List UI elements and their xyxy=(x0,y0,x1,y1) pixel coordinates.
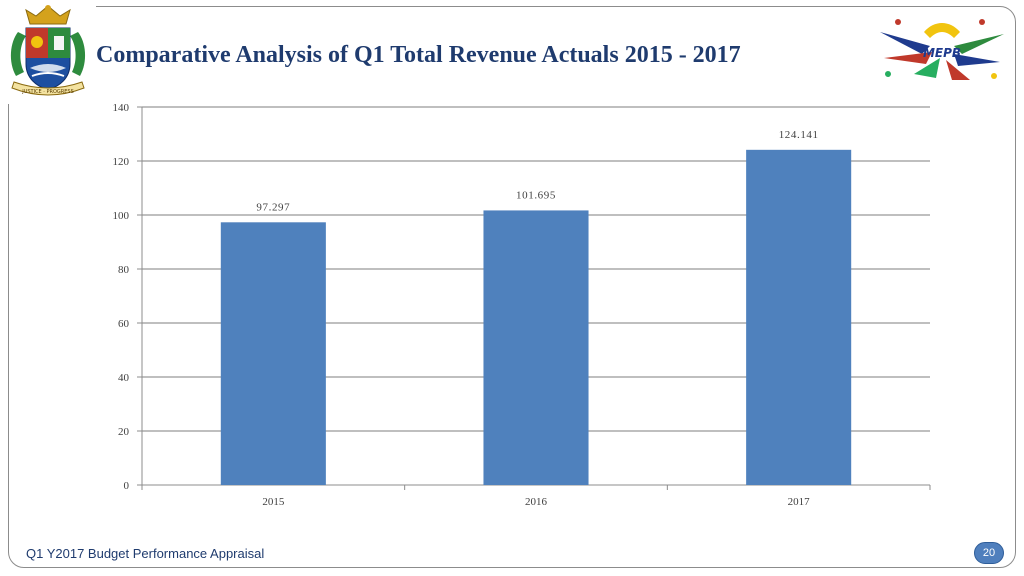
y-tick-label: 100 xyxy=(113,210,130,222)
svg-text:JUSTICE · PROGRESS: JUSTICE · PROGRESS xyxy=(21,89,74,95)
lagos-crest-logo: JUSTICE · PROGRESS xyxy=(10,5,86,96)
svg-text:MEPB: MEPB xyxy=(923,46,961,60)
bar-2017 xyxy=(746,149,852,485)
data-label-2016: 101.695 xyxy=(516,189,556,201)
y-tick-label: 60 xyxy=(118,318,130,330)
mepb-logo: MEPB xyxy=(880,19,1004,80)
x-tick-label-2015: 2015 xyxy=(262,496,285,508)
y-tick-label: 80 xyxy=(118,264,130,276)
x-tick-label-2017: 2017 xyxy=(788,496,811,508)
y-tick-label: 40 xyxy=(118,372,130,384)
y-tick-label: 20 xyxy=(118,426,130,438)
page-number-badge: 20 xyxy=(974,542,1004,564)
bar-2015 xyxy=(220,222,326,485)
y-tick-label: 0 xyxy=(124,480,130,492)
y-tick-label: 120 xyxy=(113,156,130,168)
page-title: Comparative Analysis of Q1 Total Revenue… xyxy=(96,42,741,68)
data-label-2015: 97.297 xyxy=(256,201,290,213)
bar-2016 xyxy=(483,210,589,485)
footer-text: Q1 Y2017 Budget Performance Appraisal xyxy=(26,546,265,561)
y-tick-label: 140 xyxy=(113,102,130,114)
x-tick-label-2016: 2016 xyxy=(525,496,548,508)
data-label-2017: 124.141 xyxy=(779,129,819,141)
slide-frame xyxy=(8,6,1016,568)
